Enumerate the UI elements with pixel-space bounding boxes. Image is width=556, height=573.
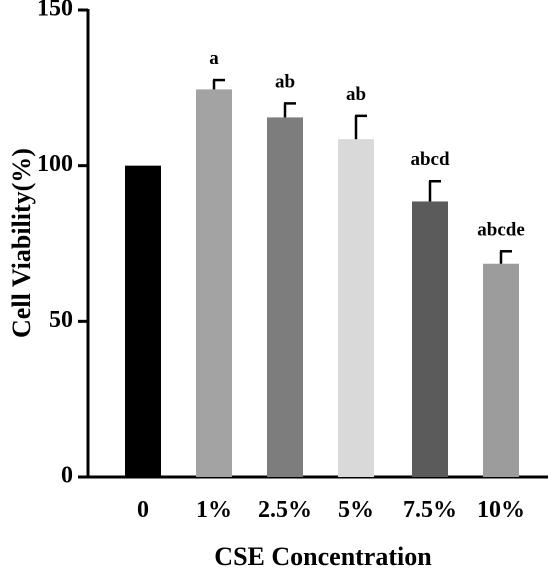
y-tick-label: 150	[37, 0, 73, 22]
x-tick-label: 2.5%	[258, 497, 312, 523]
x-tick-label: 1%	[196, 497, 232, 523]
bars-group	[125, 89, 519, 477]
y-tick-label: 50	[49, 307, 73, 333]
x-axis-title: CSE Concentration	[214, 542, 432, 571]
y-axis: 0 50 100 150	[37, 0, 90, 489]
x-tick-label: 7.5%	[403, 497, 457, 523]
bar	[196, 89, 232, 477]
significance-label: ab	[346, 84, 366, 105]
significance-labels-group: a ab ab abcd abcde	[209, 48, 525, 240]
bar	[483, 263, 519, 477]
y-tick-label: 0	[61, 463, 73, 489]
x-tick-label: 0	[137, 497, 149, 523]
y-axis-title: Cell Viability(%)	[7, 148, 36, 338]
x-tick-label: 5%	[338, 497, 374, 523]
x-tick-label: 10%	[477, 497, 525, 523]
bar	[267, 117, 303, 477]
x-tick-labels-group: 0 1% 2.5% 5% 7.5% 10%	[137, 497, 525, 523]
bar	[338, 139, 374, 477]
bar	[412, 201, 448, 477]
y-tick-label: 100	[37, 151, 73, 177]
bar	[125, 165, 161, 477]
significance-label: abcd	[410, 149, 450, 170]
significance-label: ab	[275, 71, 295, 92]
error-bars-group	[212, 78, 512, 264]
significance-label: abcde	[477, 219, 525, 240]
significance-label: a	[209, 48, 219, 69]
